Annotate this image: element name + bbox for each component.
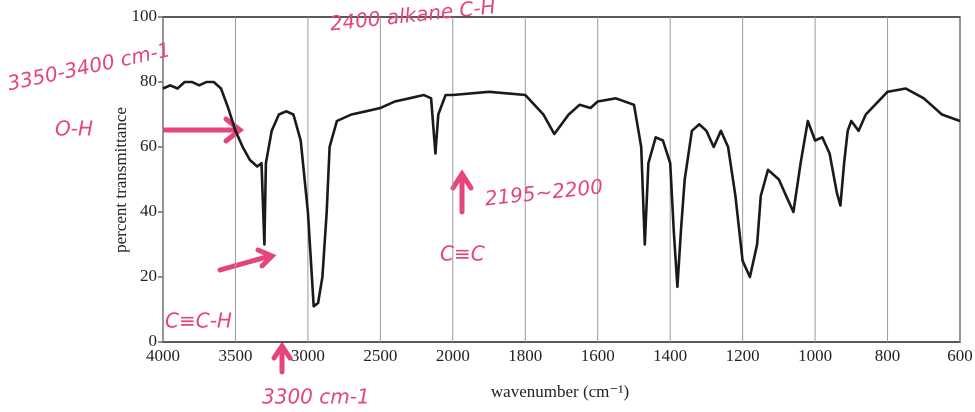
x-tick-label: 4000 (146, 346, 180, 365)
x-tick-label: 1400 (653, 346, 687, 365)
y-tick-label: 0 (149, 331, 158, 350)
y-tick-label: 80 (140, 71, 157, 90)
x-axis-label: wavenumber (cm⁻¹) (491, 382, 629, 401)
x-tick-label: 1200 (726, 346, 760, 365)
y-axis-label: percent transmittance (111, 107, 130, 253)
x-tick-label: 2500 (363, 346, 397, 365)
annotation: 2195~2200 (484, 174, 604, 210)
annotation: 3300 cm-1 (262, 385, 370, 409)
annotation: 2400 alkane C-H (329, 0, 497, 35)
y-tick-label: 20 (140, 266, 157, 285)
y-tick-label: 40 (140, 201, 157, 220)
arrow (450, 169, 474, 215)
spectrum-line (162, 80, 961, 308)
arrow (217, 247, 277, 273)
x-tick-label: 2000 (436, 346, 470, 365)
x-tick-label: 3000 (291, 346, 325, 365)
arrow (162, 116, 245, 144)
y-tick-label: 100 (132, 6, 158, 25)
x-tick-label: 1800 (508, 346, 542, 365)
annotation: C≡C (440, 242, 485, 266)
annotation: O-H (55, 117, 93, 141)
x-tick-label: 1000 (798, 346, 832, 365)
x-tick-label: 800 (875, 346, 901, 365)
x-tick-label: 3500 (218, 346, 252, 365)
y-tick-label: 60 (140, 136, 157, 155)
x-tick-label: 600 (947, 346, 973, 365)
x-tick-label: 1600 (581, 346, 615, 365)
arrow (271, 341, 293, 375)
annotation-arrows (162, 116, 474, 375)
annotation: C≡C-H (165, 309, 232, 333)
